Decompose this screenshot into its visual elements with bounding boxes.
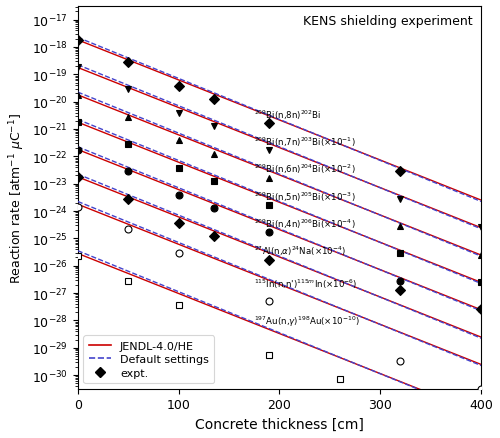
Text: $^{115}$In(n,n')$^{115m}$In($\times$10$^{-6}$): $^{115}$In(n,n')$^{115m}$In($\times$10$^… [254,277,358,290]
Text: $^{209}$Bi(n,8n)$^{202}$Bi: $^{209}$Bi(n,8n)$^{202}$Bi [254,108,322,121]
Text: $^{209}$Bi(n,5n)$^{205}$Bi($\times$10$^{-3}$): $^{209}$Bi(n,5n)$^{205}$Bi($\times$10$^{… [254,190,356,203]
X-axis label: Concrete thickness [cm]: Concrete thickness [cm] [195,417,364,431]
Y-axis label: Reaction rate [atm$^{-1}$ $\mu$C$^{-1}$]: Reaction rate [atm$^{-1}$ $\mu$C$^{-1}$] [7,113,26,283]
Text: KENS shielding experiment: KENS shielding experiment [304,14,473,28]
Text: $^{209}$Bi(n,4n)$^{206}$Bi($\times$10$^{-4}$): $^{209}$Bi(n,4n)$^{206}$Bi($\times$10$^{… [254,217,356,230]
Text: $^{27}$Al(n,$\alpha$)$^{24}$Na($\times$10$^{-4}$): $^{27}$Al(n,$\alpha$)$^{24}$Na($\times$1… [254,244,346,258]
Text: $^{209}$Bi(n,6n)$^{204}$Bi($\times$10$^{-2}$): $^{209}$Bi(n,6n)$^{204}$Bi($\times$10$^{… [254,162,356,176]
Text: $^{209}$Bi(n,7n)$^{203}$Bi($\times$10$^{-1}$): $^{209}$Bi(n,7n)$^{203}$Bi($\times$10$^{… [254,135,356,148]
Legend: JENDL-4.0/HE, Default settings, expt.: JENDL-4.0/HE, Default settings, expt. [84,336,214,383]
Text: $^{197}$Au(n,$\gamma$)$^{198}$Au($\times$10$^{-10}$): $^{197}$Au(n,$\gamma$)$^{198}$Au($\times… [254,314,360,328]
